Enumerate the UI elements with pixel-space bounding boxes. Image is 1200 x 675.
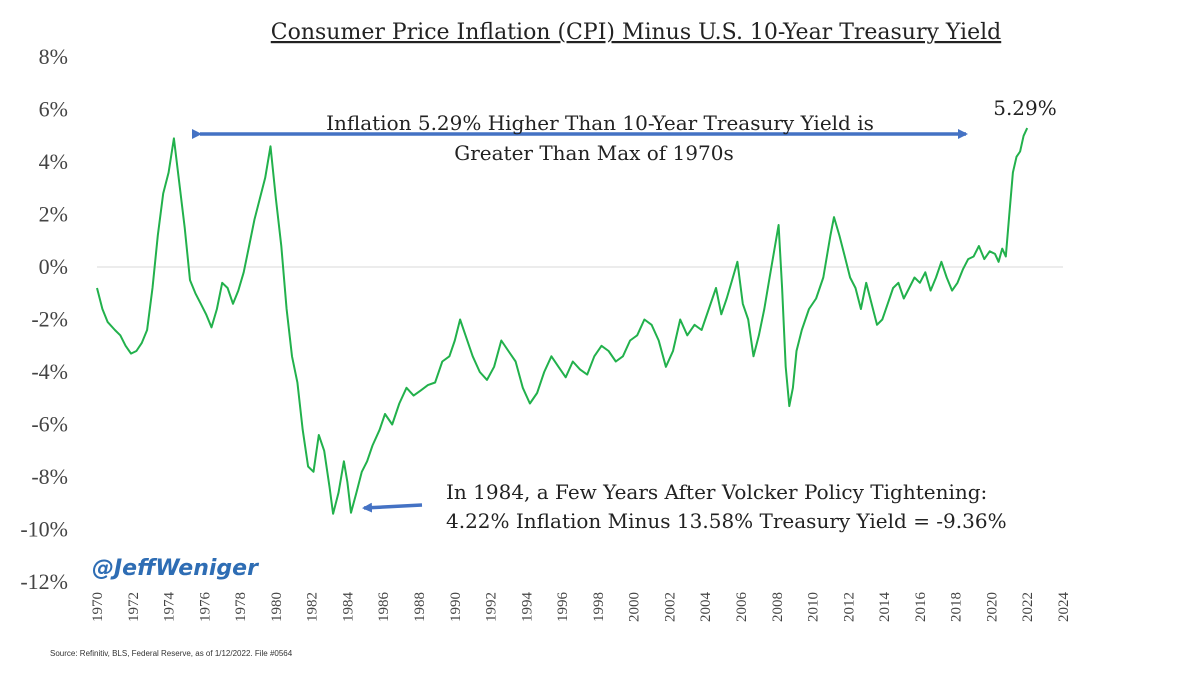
x-tick-label: 2008: [770, 592, 786, 622]
x-tick-label: 1992: [484, 592, 500, 622]
x-tick-label: 1980: [269, 592, 285, 622]
x-tick-label: 2004: [698, 592, 714, 623]
x-tick-label: 2024: [1056, 592, 1072, 623]
y-tick-label: 0%: [39, 254, 68, 279]
y-axis: 8% 6% 4% 2% 0% -2% -4% -6% -8% -10% -12%: [20, 44, 68, 594]
x-tick-label: 1994: [519, 592, 535, 623]
y-tick-label: 4%: [39, 149, 68, 174]
x-tick-label: 1974: [162, 592, 178, 623]
x-tick-label: 1990: [448, 592, 464, 622]
end-value-label: 5.29%: [993, 96, 1057, 120]
x-tick-label: 2020: [984, 592, 1000, 622]
x-tick-label: 1978: [233, 592, 249, 622]
x-tick-label: 1970: [90, 592, 106, 622]
bottom-arrow: [362, 502, 423, 513]
top-annotation-line2: Greater Than Max of 1970s: [454, 141, 733, 165]
x-tick-label: 1976: [197, 592, 213, 623]
top-annotation-line1: Inflation 5.29% Higher Than 10-Year Trea…: [326, 111, 874, 135]
y-tick-label: -6%: [31, 412, 68, 437]
y-tick-label: -10%: [20, 517, 68, 542]
x-tick-label: 2002: [662, 592, 678, 622]
chart-title: Consumer Price Inflation (CPI) Minus U.S…: [271, 20, 1001, 45]
x-tick-label: 1982: [305, 592, 321, 622]
x-tick-label: 1972: [126, 592, 142, 622]
y-tick-label: -8%: [31, 464, 68, 489]
x-tick-label: 2010: [806, 592, 822, 622]
author-handle: @JeffWeniger: [92, 556, 259, 581]
x-tick-label: 1986: [376, 592, 392, 623]
x-tick-label: 2022: [1020, 592, 1036, 622]
y-tick-label: -12%: [20, 569, 68, 594]
x-tick-label: 1998: [591, 592, 607, 622]
y-tick-label: -4%: [31, 359, 68, 384]
y-tick-label: 2%: [39, 202, 68, 227]
x-tick-label: 1984: [340, 592, 356, 623]
bottom-annotation-line2: 4.22% Inflation Minus 13.58% Treasury Yi…: [446, 509, 1007, 533]
x-tick-label: 2012: [841, 592, 857, 622]
series-line-0: [96, 127, 1029, 515]
source-note: Source: Refinitiv, BLS, Federal Reserve,…: [50, 649, 293, 658]
y-tick-label: 6%: [39, 97, 68, 122]
series: [96, 127, 1029, 515]
y-tick-label: 8%: [39, 44, 68, 69]
x-tick-label: 1996: [555, 592, 571, 623]
x-tick-label: 2000: [627, 592, 643, 622]
x-tick-label: 1988: [412, 592, 428, 622]
x-tick-label: 2016: [913, 592, 929, 623]
y-tick-label: -2%: [31, 307, 68, 332]
x-axis: 1970 1972 1974 1976 1978 1980 1982 1984 1986 1988…: [90, 592, 1072, 623]
x-tick-label: 2014: [877, 592, 893, 623]
x-tick-label: 2018: [949, 592, 965, 622]
x-tick-label: 2006: [734, 592, 750, 623]
bottom-annotation-line1: In 1984, a Few Years After Volcker Polic…: [446, 480, 987, 504]
